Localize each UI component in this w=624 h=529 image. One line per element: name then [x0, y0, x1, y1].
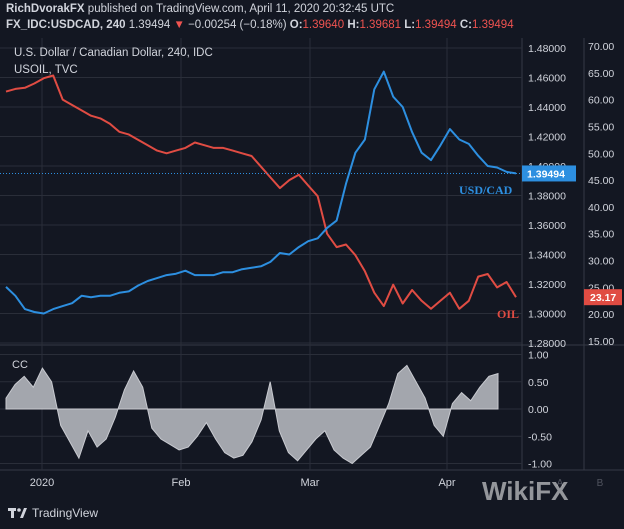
x-axis-tick: Mar: [301, 477, 320, 489]
usdcad-axis-tick: 1.46000: [528, 73, 566, 85]
high-value: 1.39681: [359, 19, 402, 31]
cc-axis-tick: -1.00: [528, 459, 552, 471]
axis-letter-b[interactable]: B: [597, 478, 604, 489]
oil-axis-tick: 40.00: [588, 202, 614, 214]
down-arrow-icon: ▼: [173, 19, 185, 31]
price-change: −0.00254 (−0.18%): [188, 19, 287, 31]
usdcad-axis-tick: 1.28000: [528, 338, 566, 350]
open-label: O:: [289, 19, 303, 31]
publish-text: published on TradingView.com, April 11, …: [84, 3, 395, 15]
usdcad-axis-tick: 1.30000: [528, 309, 566, 321]
tradingview-brand: TradingView: [32, 506, 99, 520]
x-axis-tick: Feb: [172, 477, 191, 489]
usdcad-price-tag: [522, 165, 576, 182]
tradingview-logo[interactable]: TradingView: [8, 506, 98, 520]
tradingview-logo-icon: [8, 508, 27, 518]
cc-group: [5, 364, 499, 465]
ohlc-legend: FX_IDC:USDCAD, 240 1.39494 ▼ −0.00254 (−…: [6, 19, 514, 31]
usdcad-axis-tick: 1.36000: [528, 220, 566, 232]
usdcad-axis-tick: 1.34000: [528, 250, 566, 262]
oil-price-tag: [584, 289, 622, 306]
chart-header: RichDvorakFX published on TradingView.co…: [0, 0, 624, 38]
close-value: 1.39494: [472, 19, 514, 31]
oil-price-tag-text: 23.17: [590, 292, 616, 304]
cc-axis-tick: 1.00: [528, 350, 549, 362]
open-value: 1.39640: [302, 19, 345, 31]
publish-info: RichDvorakFX published on TradingView.co…: [6, 3, 394, 15]
cc-axis-tick: -0.50: [528, 431, 552, 443]
low-value: 1.39494: [415, 19, 457, 31]
usdcad-line[interactable]: [5, 70, 517, 315]
oil-axis-tick: 20.00: [588, 309, 614, 321]
low-label: L:: [404, 19, 416, 31]
oil-axis-tick: 50.00: [588, 148, 614, 160]
axis-labels: 1.480001.460001.440001.420001.400001.380…: [30, 41, 615, 489]
symbol-label[interactable]: FX_IDC:USDCAD, 240: [6, 19, 126, 31]
usdcad-axis-tick: 1.44000: [528, 102, 566, 114]
usdcad-price-tag-text: 1.39494: [527, 168, 565, 180]
cc-area[interactable]: [5, 364, 499, 465]
cc-indicator-label: CC: [12, 359, 28, 371]
last-price: 1.39494: [128, 19, 171, 31]
oil-axis-tick: 65.00: [588, 68, 614, 80]
oil-axis-tick: 60.00: [588, 95, 614, 107]
usdcad-series-label: USD/CAD: [459, 183, 513, 197]
chart-title: U.S. Dollar / Canadian Dollar, 240, IDC: [14, 47, 213, 59]
oil-axis-tick: 55.00: [588, 121, 614, 133]
cc-axis-tick: 0.50: [528, 377, 549, 389]
oil-series-label: OIL: [497, 307, 519, 321]
close-label: C:: [459, 19, 473, 31]
oil-axis-tick: 15.00: [588, 336, 614, 348]
usdcad-axis-tick: 1.38000: [528, 191, 566, 203]
oil-axis-tick: 30.00: [588, 256, 614, 268]
oil-line[interactable]: [5, 74, 517, 310]
oil-axis-tick: 35.00: [588, 229, 614, 241]
footer-bar: [0, 498, 624, 529]
usdcad-axis-tick: 1.48000: [528, 43, 566, 55]
axis-letter-a[interactable]: A: [557, 478, 564, 489]
usdcad-axis-tick: 1.32000: [528, 279, 566, 291]
author-name[interactable]: RichDvorakFX: [6, 3, 85, 15]
usdcad-axis-tick: 1.42000: [528, 132, 566, 144]
main-series-group: [5, 70, 517, 315]
cc-axis-tick: 0.00: [528, 404, 549, 416]
wikifx-watermark: WikiFX: [482, 476, 569, 506]
chart-subtitle: USOIL, TVC: [14, 64, 78, 76]
high-label: H:: [347, 19, 360, 31]
x-axis-tick: 2020: [30, 477, 54, 489]
plot-area: 1.39494 23.17 USD/CAD OIL: [0, 70, 622, 465]
oil-axis-tick: 45.00: [588, 175, 614, 187]
x-axis-tick: Apr: [438, 477, 455, 489]
oil-axis-tick: 70.00: [588, 41, 614, 53]
